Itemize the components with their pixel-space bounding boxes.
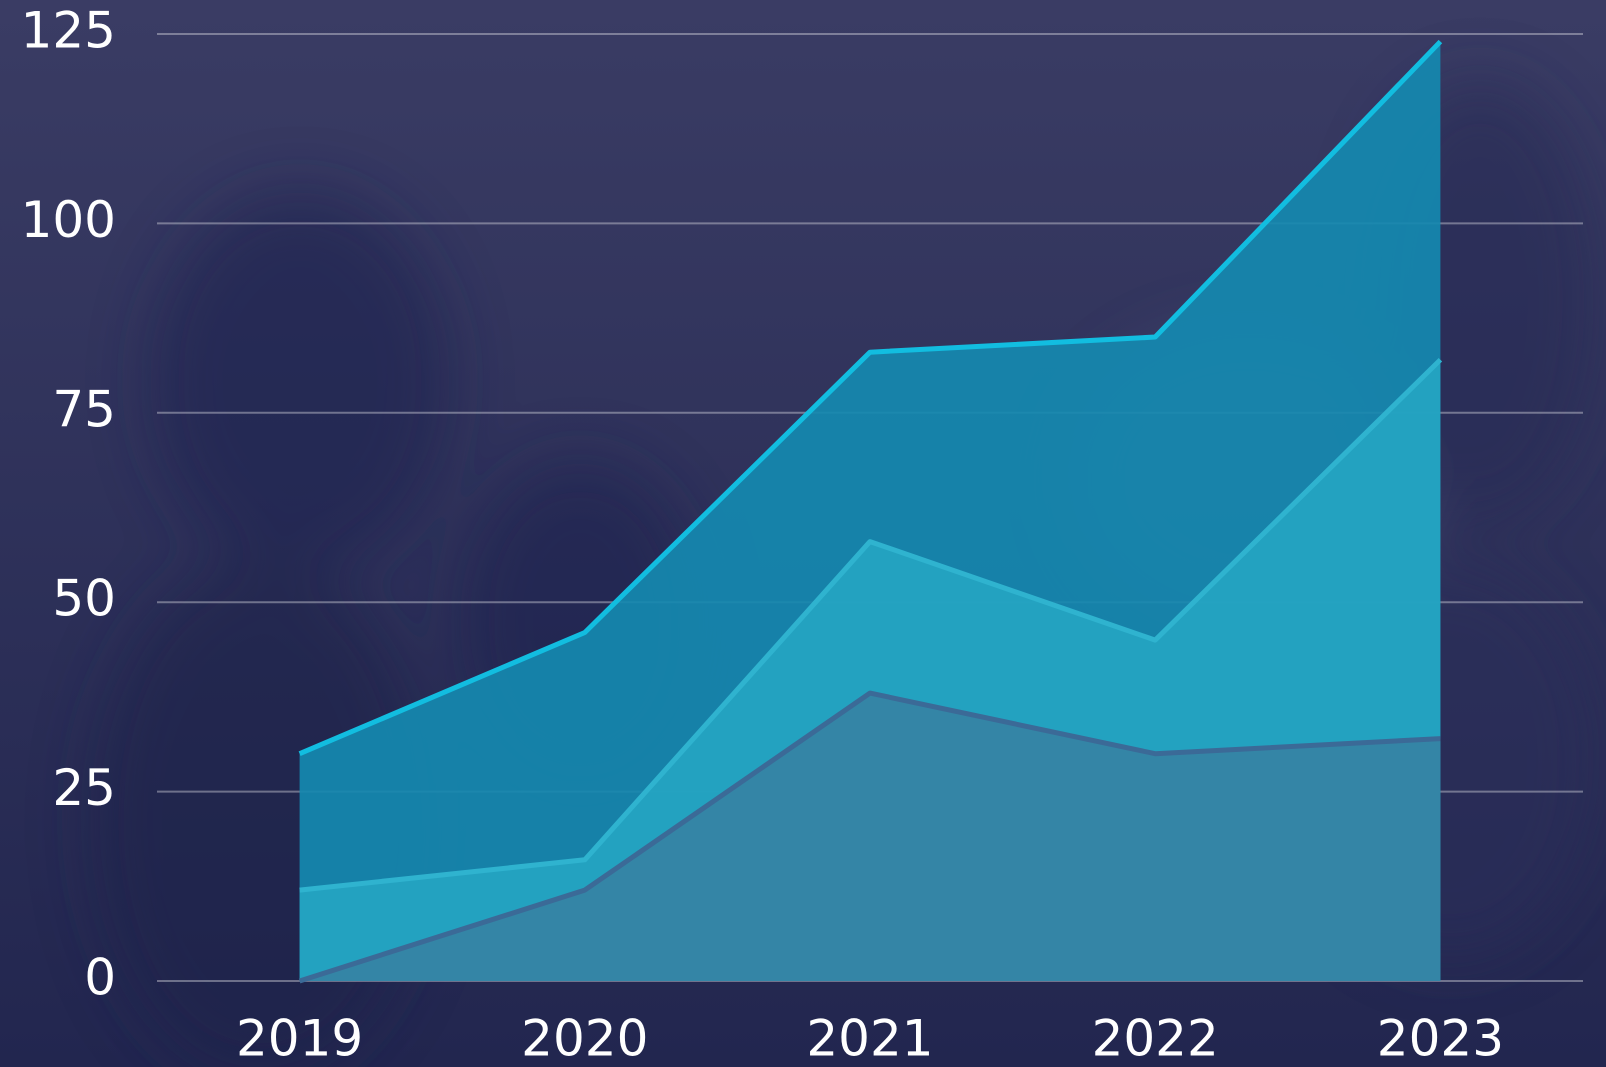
y-tick-label: 0 [84,949,116,1007]
chart: 0 25 50 75 100 125 2019 2020 2021 2022 2023 [0,0,1606,1067]
y-tick-label: 75 [52,380,116,438]
y-tick-label: 25 [52,759,116,817]
x-tick-label: 2023 [1377,1010,1504,1067]
x-tick-label: 2019 [236,1010,363,1067]
x-tick-label: 2021 [806,1010,933,1067]
x-tick-label: 2022 [1092,1010,1219,1067]
x-tick-label: 2020 [521,1010,648,1067]
y-tick-label: 125 [21,2,116,60]
page: 025507510012520192020202120222023 (() =>… [0,0,1606,1067]
y-tick-label: 50 [52,570,116,628]
y-tick-label: 100 [21,191,116,249]
